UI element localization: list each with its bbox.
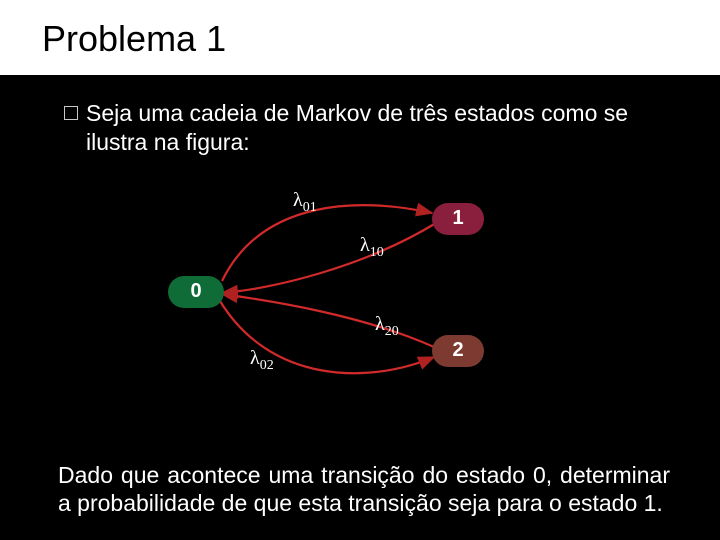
node-2: 2 <box>432 335 484 367</box>
markov-diagram: 0 1 2 λ01 λ10 λ20 λ02 <box>0 167 720 402</box>
bullet-text: Seja uma cadeia de Markov de três estado… <box>86 99 646 157</box>
edge-label-0-1: λ01 <box>293 189 317 216</box>
edge-label-2-0: λ20 <box>375 313 399 340</box>
node-1: 1 <box>432 203 484 235</box>
bullet-row: Seja uma cadeia de Markov de três estado… <box>0 75 720 157</box>
bullet-icon <box>64 106 78 120</box>
edges-svg <box>0 167 720 402</box>
edge-1-0 <box>222 223 436 293</box>
edge-label-1-0: λ10 <box>360 234 384 261</box>
edge-label-0-2: λ02 <box>250 347 274 374</box>
title-bar: Problema 1 <box>0 0 720 75</box>
node-0: 0 <box>168 276 224 308</box>
conclusion-text: Dado que acontece uma transição do estad… <box>58 461 670 519</box>
page-title: Problema 1 <box>42 18 720 60</box>
